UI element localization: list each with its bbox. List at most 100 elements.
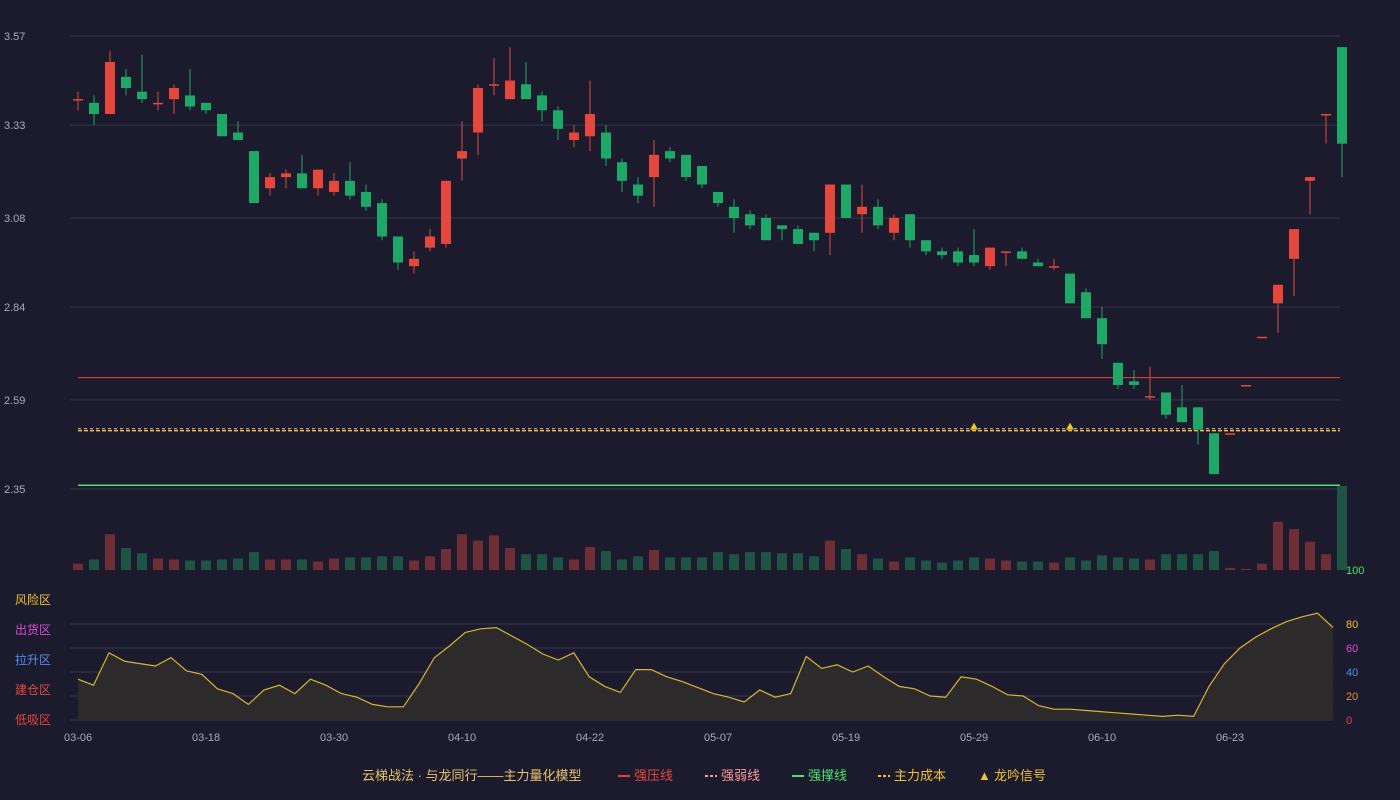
volume-bar (825, 540, 835, 570)
volume-bar (1337, 486, 1347, 570)
volume-bar (1177, 554, 1187, 570)
legend-weak: 强弱线 (721, 768, 760, 783)
candle-body (409, 258, 419, 267)
volume-bar (521, 554, 531, 570)
candle-body (697, 165, 707, 185)
oscillator-area (78, 613, 1333, 720)
candle-body (329, 180, 339, 192)
candle-body (1145, 396, 1155, 398)
oscillator-tick: 20 (1346, 691, 1358, 703)
price-tick: 2.59 (4, 395, 25, 407)
candle-body (1321, 113, 1331, 116)
signal-marker (1066, 422, 1074, 430)
volume-bar (329, 558, 339, 570)
candle-body (169, 87, 179, 100)
oscillator-tick: 80 (1346, 619, 1358, 631)
volume-bar (681, 557, 691, 570)
candle-body (281, 173, 291, 178)
candle-body (841, 184, 851, 218)
candle-body (793, 229, 803, 244)
zone-label: 拉升区 (15, 652, 51, 667)
volume-bar (409, 560, 419, 570)
price-tick: 3.33 (4, 120, 25, 132)
zone-label: 风险区 (15, 592, 51, 607)
candle-body (425, 236, 435, 248)
date-tick: 03-06 (64, 732, 92, 744)
key-lines (78, 377, 1340, 487)
volume-bar (1209, 551, 1219, 570)
volume-bar (937, 562, 947, 570)
candle-body (201, 102, 211, 111)
candle-body (809, 232, 819, 241)
oscillator-tick: 100 (1346, 565, 1364, 577)
candle-body (185, 95, 195, 107)
date-tick: 05-19 (832, 732, 860, 744)
volume-bar (953, 560, 963, 570)
volume-bar (1017, 561, 1027, 570)
candle-body (729, 206, 739, 218)
signal-marker (970, 422, 978, 430)
candle-body (217, 113, 227, 137)
candle-body (1161, 392, 1171, 415)
price-tick: 3.57 (4, 31, 25, 43)
oscillator-tick: 40 (1346, 667, 1358, 679)
date-tick: 05-07 (704, 732, 732, 744)
volume-bar (809, 556, 819, 570)
oscillator-panel (77, 612, 1334, 720)
candle-body (761, 217, 771, 241)
candle-body (921, 240, 931, 252)
oscillator-line (77, 612, 1334, 718)
date-tick: 06-10 (1088, 732, 1116, 744)
price-grid (70, 35, 1340, 490)
volume-bar (585, 546, 595, 570)
date-tick: 04-10 (448, 732, 476, 744)
legend-support: 强撑线 (808, 768, 847, 783)
volume-bar (153, 558, 163, 570)
candle-body (633, 184, 643, 196)
candle-body (89, 102, 99, 114)
volume-bar (761, 552, 771, 570)
volume-bar (889, 561, 899, 570)
candle-body (985, 247, 995, 267)
candle-body (969, 255, 979, 263)
volume-bar (73, 563, 83, 570)
volume-bar (425, 556, 435, 570)
candle-body (345, 180, 355, 196)
candle-body (297, 173, 307, 189)
oscillator-axis: 100 80 60 40 20 0 (1346, 565, 1364, 727)
volume-bar (665, 557, 675, 570)
candle-body (665, 151, 675, 159)
volume-bar (457, 534, 467, 570)
volume-bar (857, 554, 867, 570)
volume-bar (921, 560, 931, 570)
candle-body (857, 206, 867, 215)
candle-body (249, 151, 259, 204)
volume-bar (1145, 559, 1155, 570)
price-tick: 2.35 (4, 484, 25, 496)
candle-body (713, 191, 723, 204)
candle-body (1305, 177, 1315, 181)
candle-body (1113, 362, 1123, 386)
volume-bar (313, 561, 323, 570)
volume-bar (905, 557, 915, 570)
volume-bar (233, 558, 243, 570)
candle-body (1097, 318, 1107, 345)
volume-bar (1033, 561, 1043, 570)
volume-bar (345, 557, 355, 570)
volume-bar (745, 552, 755, 570)
volume-bar (1289, 529, 1299, 570)
legend-resistance: 强压线 (634, 768, 673, 783)
date-tick: 03-30 (320, 732, 348, 744)
volume-bar (473, 540, 483, 570)
volume-bar (281, 559, 291, 570)
volume-bar (137, 553, 147, 570)
candle-body (1177, 407, 1187, 423)
candle-body (393, 236, 403, 263)
candle-body (553, 110, 563, 129)
chart-legend: 云梯战法 · 与龙同行——主力量化模型 强压线 强弱线 强撑线 主力成本 ▲ 龙… (362, 768, 1046, 783)
legend-signal: 龙吟信号 (994, 768, 1046, 783)
volume-bar (1273, 521, 1283, 570)
candle-body (233, 132, 243, 140)
candle-body (953, 251, 963, 263)
volume-bar (985, 558, 995, 570)
